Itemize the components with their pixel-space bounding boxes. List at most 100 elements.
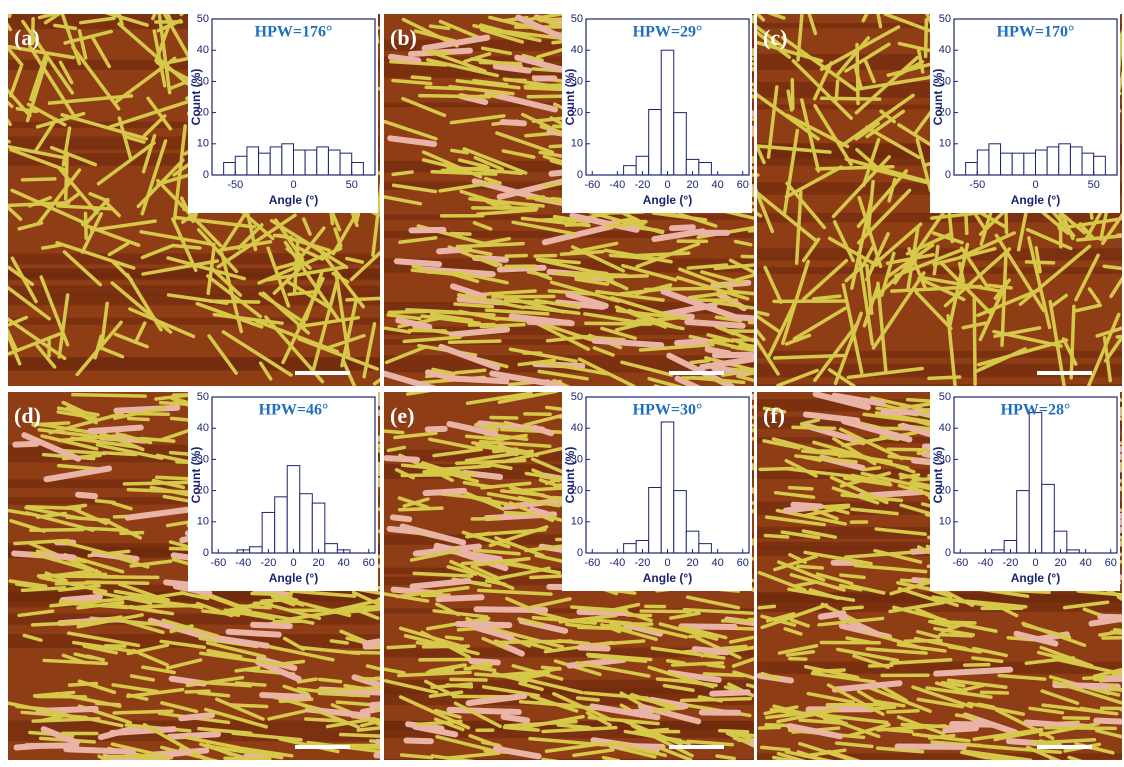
figure: (a)01020304050-50050Angle (°)Count (%)HP… [0,0,1124,762]
x-tick-label: -40 [609,179,625,191]
x-axis-label: Angle (°) [1011,193,1060,207]
bar [977,150,989,175]
panel-label: (c) [763,25,787,50]
bar [1024,153,1036,175]
y-tick-label: 40 [939,422,951,434]
bar [1017,491,1030,553]
x-tick-label: 20 [312,557,324,569]
bar [1029,413,1042,553]
x-tick-label: 40 [712,179,724,191]
x-tick-label: 60 [363,557,375,569]
y-tick-label: 40 [197,44,209,56]
panel-label: (b) [390,25,417,50]
scale-bar [669,371,724,375]
hpw-annotation: HPW=46° [259,402,329,419]
bar [966,163,978,175]
bar [649,109,662,175]
y-tick-label: 40 [939,44,951,56]
bar [649,487,662,553]
bar [1094,156,1106,175]
x-tick-label: -60 [210,557,226,569]
bar [352,163,364,175]
scale-bar [295,745,350,749]
y-tick-label: 0 [945,169,951,181]
scale-bar [295,371,350,375]
y-axis-label: Count (%) [563,69,577,126]
x-axis-label: Angle (°) [643,571,692,585]
panel-label: (a) [14,25,40,50]
y-tick-label: 10 [197,138,209,150]
bar [325,544,338,553]
bar [275,497,288,553]
bar [340,153,352,175]
x-tick-label: 20 [686,179,698,191]
bar [989,144,1001,175]
scale-bar [1037,745,1092,749]
x-tick-label: 0 [664,179,670,191]
y-tick-label: 40 [571,44,583,56]
bar [224,163,236,175]
bar [624,166,637,175]
x-tick-label: -60 [952,557,968,569]
bar [674,113,687,175]
y-tick-label: 0 [203,547,209,559]
hpw-annotation: HPW=28° [1001,402,1071,419]
bar [661,422,674,553]
bar [317,147,329,175]
bar [270,147,282,175]
x-tick-label: 40 [338,557,350,569]
panel-label: (d) [14,403,41,428]
x-axis-label: Angle (°) [269,193,318,207]
x-tick-label: -20 [260,557,276,569]
bar [262,512,275,553]
bar [235,156,247,175]
y-axis-label: Count (%) [931,447,945,504]
y-tick-label: 10 [939,516,951,528]
y-tick-label: 50 [197,391,209,403]
y-tick-label: 40 [197,422,209,434]
bar [247,147,259,175]
x-tick-label: -50 [969,179,985,191]
bar [1001,153,1013,175]
bar [1059,144,1071,175]
hpw-annotation: HPW=29° [633,24,703,41]
y-tick-label: 0 [945,547,951,559]
bar [1036,150,1048,175]
y-axis-label: Count (%) [189,69,203,126]
x-tick-label: -60 [584,557,600,569]
x-tick-label: 0 [290,179,296,191]
bar [259,153,271,175]
panel-label: (f) [763,403,785,428]
bar [674,491,687,553]
y-axis-label: Count (%) [563,447,577,504]
bar [1070,147,1082,175]
x-axis-label: Angle (°) [643,193,692,207]
hpw-annotation: HPW=30° [633,402,703,419]
x-tick-label: -20 [634,179,650,191]
x-tick-label: 60 [737,557,749,569]
bar [294,150,306,175]
y-tick-label: 50 [571,13,583,25]
x-tick-label: 20 [686,557,698,569]
x-tick-label: 40 [1080,557,1092,569]
bar [1047,147,1059,175]
x-axis-label: Angle (°) [1011,571,1060,585]
bar [300,494,313,553]
y-tick-label: 40 [571,422,583,434]
bar [661,50,674,175]
scale-bar [1037,371,1092,375]
bar [1082,153,1094,175]
x-tick-label: -60 [584,179,600,191]
y-tick-label: 10 [197,516,209,528]
page: {"chart_data":[ {"type":"histogram","pan… [0,0,1124,767]
